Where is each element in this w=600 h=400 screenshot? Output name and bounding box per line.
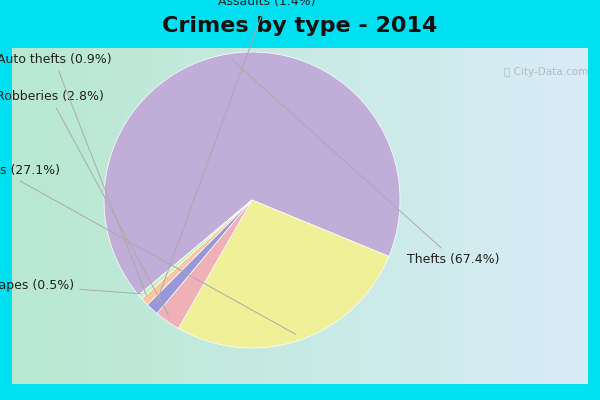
- Wedge shape: [142, 200, 252, 305]
- Text: Burglaries (27.1%): Burglaries (27.1%): [0, 164, 296, 334]
- Wedge shape: [148, 200, 252, 314]
- Wedge shape: [139, 200, 252, 299]
- Text: Rapes (0.5%): Rapes (0.5%): [0, 279, 141, 294]
- Text: Thefts (67.4%): Thefts (67.4%): [232, 60, 500, 266]
- Text: Auto thefts (0.9%): Auto thefts (0.9%): [0, 53, 147, 296]
- Wedge shape: [157, 200, 252, 328]
- Wedge shape: [104, 52, 400, 295]
- Text: Assaults (1.4%): Assaults (1.4%): [156, 0, 316, 303]
- Text: ⓘ City-Data.com: ⓘ City-Data.com: [504, 67, 588, 77]
- Text: Robberies (2.8%): Robberies (2.8%): [0, 90, 169, 315]
- Text: Crimes by type - 2014: Crimes by type - 2014: [163, 16, 437, 36]
- Wedge shape: [178, 200, 389, 348]
